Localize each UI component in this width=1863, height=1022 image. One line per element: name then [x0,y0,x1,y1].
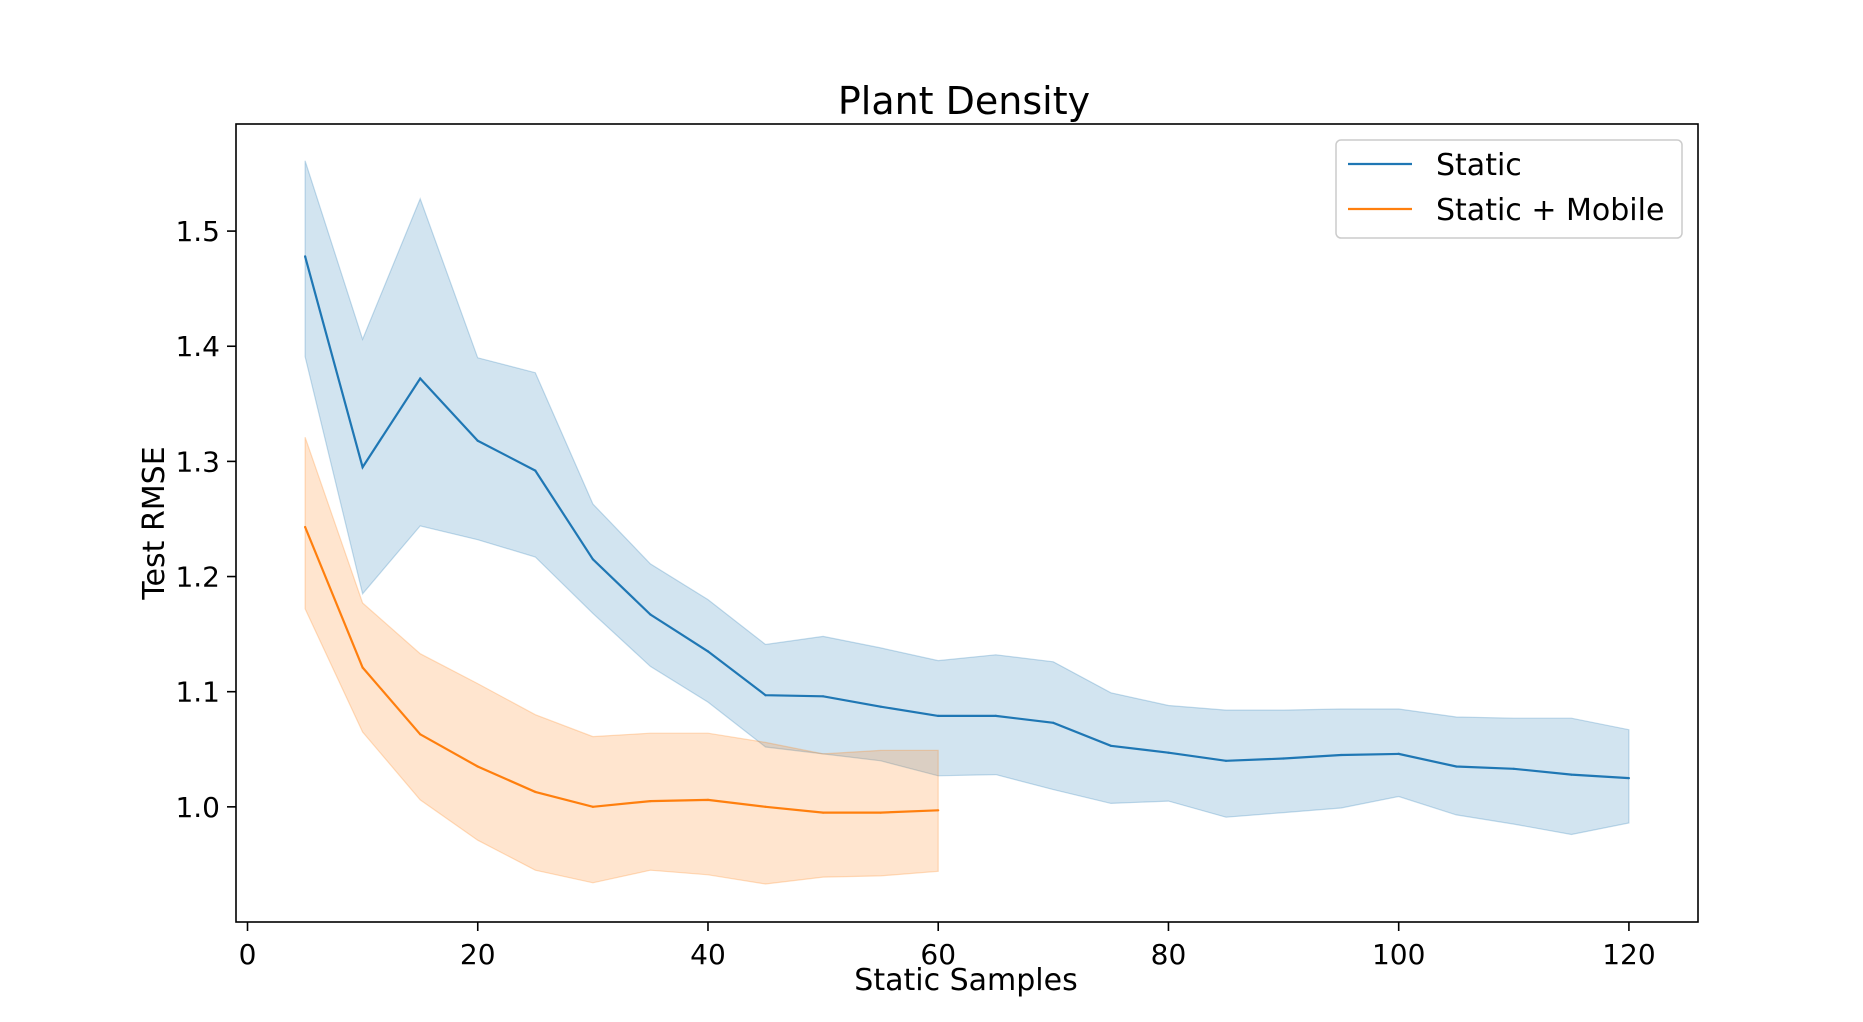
data-point-static [764,694,767,697]
data-point-static-mobile [361,666,364,669]
data-point-static-mobile [822,811,825,814]
data-point-static-mobile [419,733,422,736]
legend-label-static-mobile: Static + Mobile [1436,193,1664,228]
plot-frame [235,123,1699,923]
data-point-static [1167,751,1170,754]
data-point-static [476,439,479,442]
series-line-static-mobile [304,526,939,814]
data-point-static-mobile [476,765,479,768]
data-point-static [1570,773,1573,776]
data-point-static-mobile [304,525,307,529]
y-tick-label: 1.3 [175,445,220,478]
data-point-static-mobile [649,800,652,803]
y-tick-label: 1.4 [175,330,220,363]
legend: Static Static + Mobile [1335,139,1683,239]
x-tick-label: 100 [1372,938,1425,971]
x-tick-label: 80 [1151,938,1187,971]
data-point-static-mobile [879,811,882,814]
data-point-static [534,469,537,472]
legend-box [1335,139,1683,239]
data-point-static [1512,767,1515,770]
x-tick-label: 120 [1602,938,1655,971]
data-point-static-mobile [534,790,537,794]
data-point-static [591,558,595,561]
y-tick-label: 1.5 [175,215,220,248]
data-point-static-mobile [764,805,767,808]
data-point-static [1397,752,1400,756]
data-point-static [706,650,710,653]
chart-title: Plant Density [838,79,1090,123]
x-tick-label: 0 [239,938,257,971]
legend-label-static: Static [1436,148,1522,183]
data-point-static [1109,744,1112,747]
series-lines [304,255,1630,814]
data-point-static [1282,757,1285,760]
data-point-static-mobile [591,805,595,808]
y-axis-ticks: 1.0 1.1 1.2 1.3 1.4 1.5 [175,215,236,824]
series-line-static [304,256,1629,780]
data-point-static [1627,777,1630,780]
data-point-static [361,466,364,469]
y-axis-label: Test RMSE [137,446,172,600]
data-point-static [937,714,940,718]
data-point-static [649,613,652,616]
y-tick-label: 1.1 [175,676,220,709]
band-static-mobile [304,437,939,885]
data-point-static [304,255,307,258]
data-point-static [1052,721,1055,724]
x-tick-label: 20 [460,938,496,971]
y-tick-label: 1.2 [175,561,220,594]
data-point-static-mobile [937,809,940,812]
data-point-static [419,377,422,380]
data-point-static [879,705,882,708]
x-tick-label: 40 [690,938,726,971]
data-point-static [1455,765,1458,768]
data-point-static [822,695,825,698]
x-axis-ticks: 0 20 40 60 80 100 120 [239,922,1656,971]
data-point-static-mobile [706,798,710,802]
data-point-static [994,714,997,718]
x-axis-label: Static Samples [854,963,1077,998]
y-tick-label: 1.0 [175,791,220,824]
x-tick-label: 60 [920,938,956,971]
confidence-bands [304,160,1630,885]
data-point-static [1224,759,1228,762]
data-point-static [1340,753,1343,757]
